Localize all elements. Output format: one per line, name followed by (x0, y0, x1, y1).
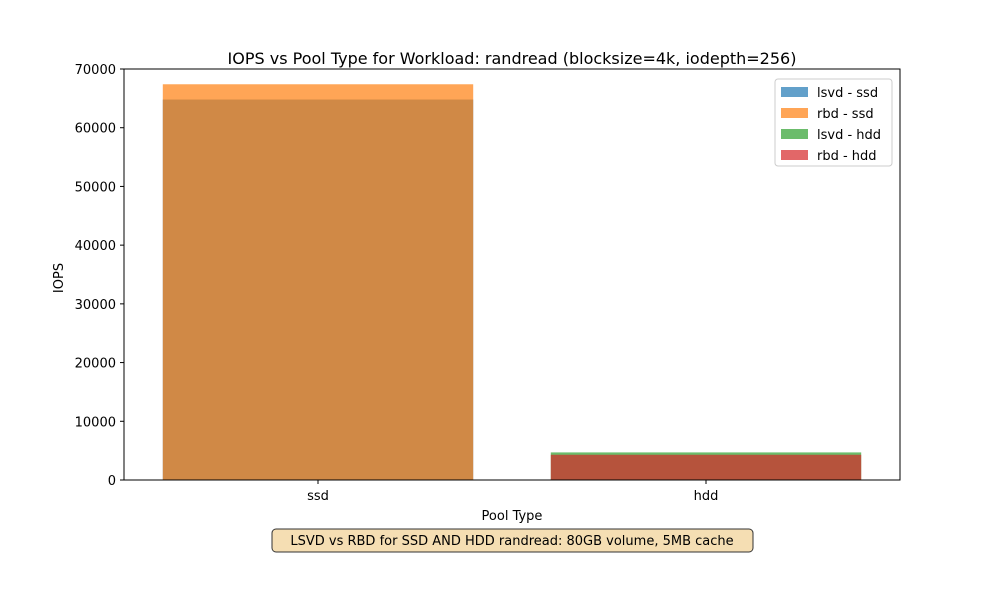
y-tick-label: 0 (108, 474, 116, 489)
y-tick-label: 40000 (75, 239, 116, 254)
legend-swatch (781, 108, 808, 118)
legend-frame (774, 78, 893, 167)
legend-label: rbd - hdd (817, 149, 877, 164)
legend-swatch (781, 150, 808, 160)
x-tick-label-hdd: hdd (694, 489, 719, 504)
x-axis-title: Pool Type (482, 509, 543, 524)
chart-title: IOPS vs Pool Type for Workload: randread… (228, 49, 797, 68)
legend-swatch (781, 129, 808, 139)
legend-label: rbd - ssd (817, 107, 874, 122)
y-tick-label: 30000 (75, 298, 116, 313)
caption-text: LSVD vs RBD for SSD AND HDD randread: 80… (290, 534, 733, 549)
legend-label: lsvd - hdd (817, 128, 881, 143)
y-tick-label: 50000 (75, 180, 116, 195)
caption-background (271, 528, 754, 553)
axes-group: 0 10000 20000 30000 40000 50000 60000 70000 ssd h… (75, 63, 901, 504)
x-tick-label-ssd: ssd (307, 489, 329, 504)
y-tick-label: 70000 (75, 63, 116, 78)
y-tick-label: 20000 (75, 357, 116, 372)
caption-box: LSVD vs RBD for SSD AND HDD randread: 80… (271, 528, 754, 553)
y-axis-title: IOPS (52, 263, 67, 293)
bars-group (162, 84, 862, 480)
legend-swatch (781, 87, 808, 97)
bar-rbd-ssd (162, 84, 474, 480)
bar-rbd-hdd (550, 454, 862, 480)
plot-frame (123, 68, 901, 481)
y-tick-label: 60000 (75, 122, 116, 137)
legend-label: lsvd - ssd (817, 86, 878, 101)
y-tick-label: 10000 (75, 415, 116, 430)
legend: lsvd - ssd rbd - ssd lsvd - hdd rbd - hdd (774, 78, 893, 167)
